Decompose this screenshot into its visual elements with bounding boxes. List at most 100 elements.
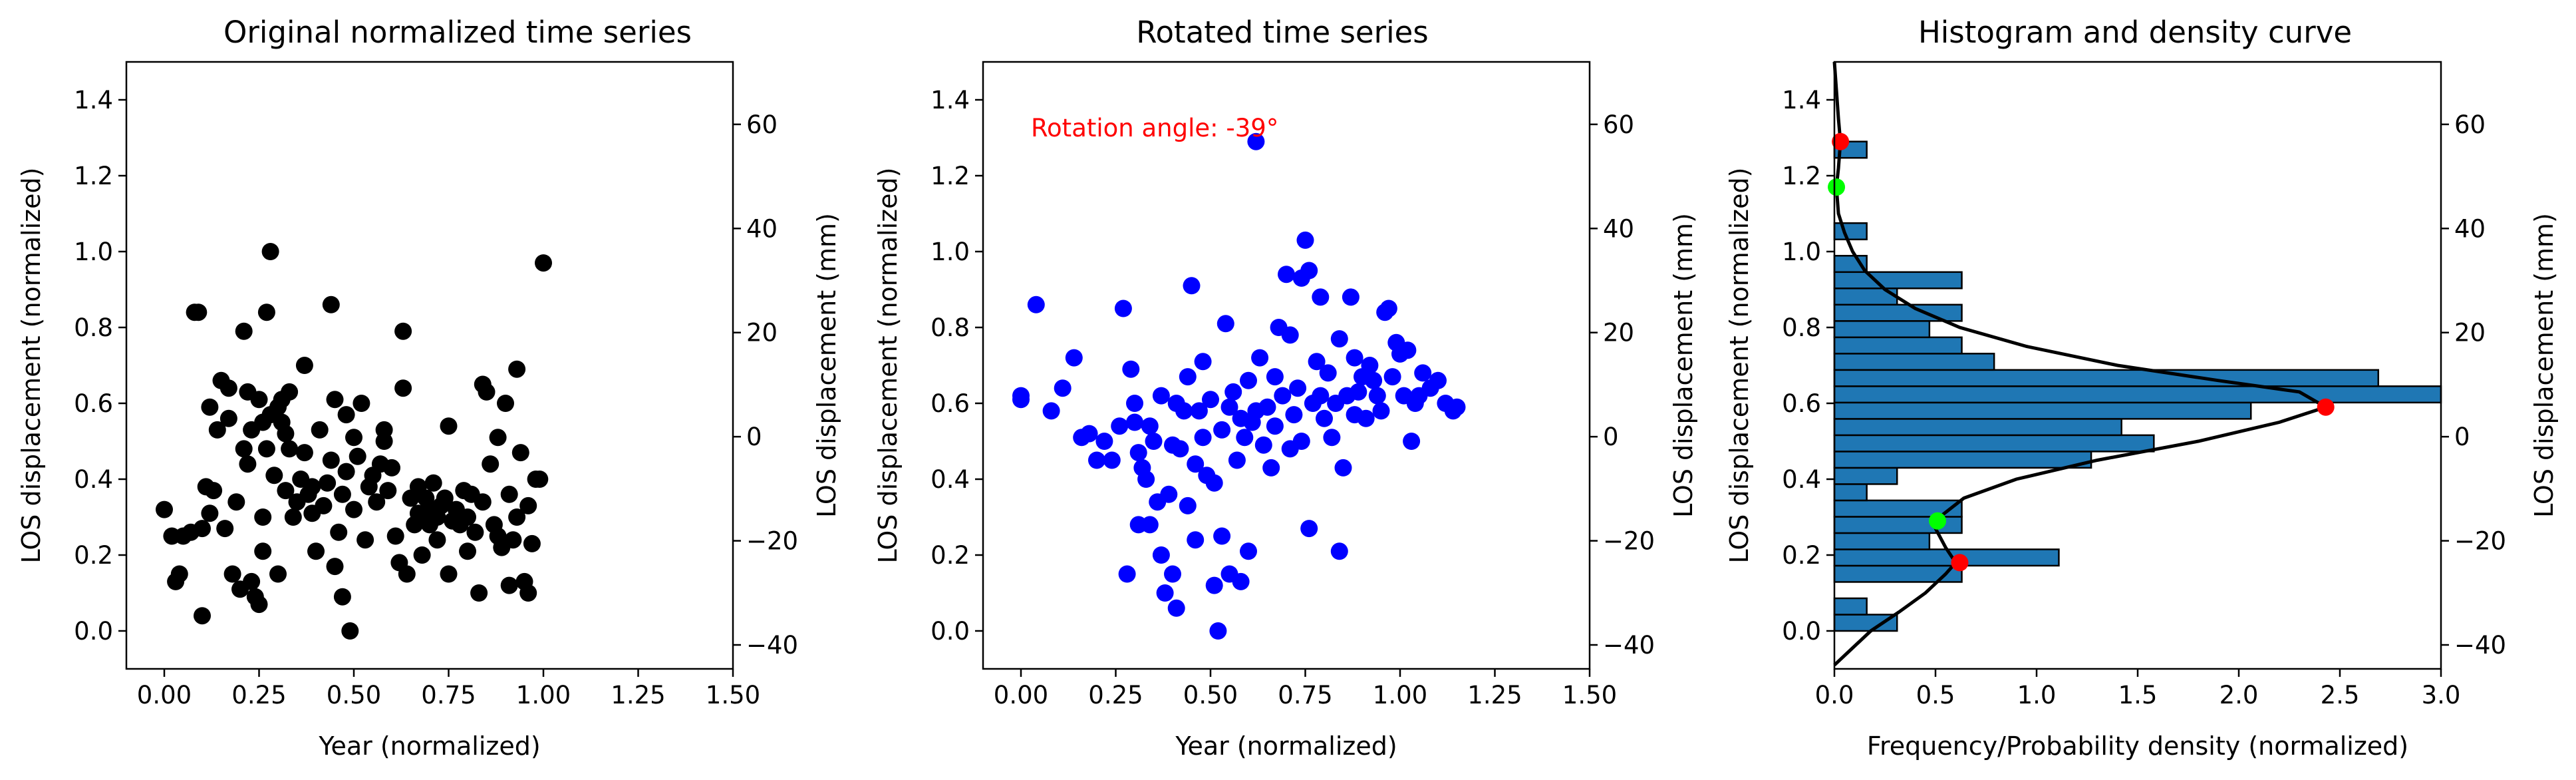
y-tick-label: 0.6	[930, 389, 970, 418]
scatter-point	[1126, 395, 1143, 412]
panel-title: Histogram and density curve	[1918, 15, 2352, 50]
scatter-point	[519, 584, 537, 602]
scatter-point	[250, 391, 268, 409]
scatter-point	[531, 471, 549, 488]
scatter-point	[1179, 368, 1197, 386]
scatter-point	[386, 527, 404, 545]
scatter-point	[1228, 451, 1246, 469]
scatter-point	[190, 303, 208, 321]
y-tick-label: 0.8	[74, 313, 113, 342]
scatter-point	[1274, 387, 1292, 405]
panel-title: Rotated time series	[1136, 15, 1428, 50]
y-axis-label-left: LOS displacement (normalized)	[873, 168, 903, 564]
scatter-point	[1152, 546, 1170, 564]
scatter-point	[1141, 516, 1159, 534]
scatter-point	[1312, 387, 1330, 405]
y-right-tick-label: −40	[746, 631, 798, 660]
scatter-point	[243, 572, 261, 590]
scatter-point	[315, 496, 333, 514]
scatter-point	[326, 391, 344, 409]
scatter-point	[1330, 542, 1348, 560]
scatter-point	[1194, 429, 1212, 447]
scatter-point	[1065, 349, 1083, 367]
y-tick-label: 1.0	[74, 238, 113, 266]
x-tick-label: 0.50	[327, 681, 381, 709]
scatter-point	[368, 493, 386, 511]
x-tick-label: 0.50	[1183, 681, 1238, 709]
y-tick-label: 0.6	[1782, 389, 1821, 418]
scatter-point	[497, 395, 514, 412]
scatter-point	[227, 493, 245, 511]
x-tick-label: 0.00	[994, 681, 1048, 709]
scatter-point	[398, 565, 416, 583]
y-axis-left: 0.0 0.2 0.4 0.6 0.8 1.0 1.2 1.4	[74, 86, 126, 646]
scatter-point	[277, 425, 295, 443]
scatter-point	[1175, 402, 1193, 420]
scatter-point	[1346, 349, 1363, 367]
curve-marker	[1951, 554, 1969, 572]
curve-markers	[1828, 132, 2335, 572]
y-right-tick-label: 60	[2454, 110, 2486, 139]
scatter-point	[219, 409, 237, 427]
scatter-point	[1171, 440, 1189, 458]
scatter-point	[254, 542, 272, 560]
scatter-point	[1137, 471, 1155, 488]
y-tick-label: 1.4	[930, 86, 970, 114]
scatter-point	[436, 489, 454, 507]
scatter-point	[1220, 398, 1238, 416]
scatter-point	[1183, 277, 1201, 295]
scatter-point	[1334, 459, 1352, 477]
scatter-point	[333, 485, 351, 503]
y-right-tick-label: 20	[746, 319, 778, 347]
scatter-point	[1361, 357, 1379, 374]
scatter-point	[375, 433, 393, 450]
scatter-point	[353, 395, 370, 412]
scatter-point	[1281, 326, 1299, 344]
scatter-point	[281, 440, 299, 458]
histogram-bar	[1833, 271, 1963, 290]
scatter-point	[1258, 398, 1276, 416]
rotation-angle-annotation: Rotation angle: -39°	[1031, 114, 1278, 142]
x-axis: 0.00 0.25 0.50 0.75 1.00 1.25 1.50	[994, 669, 1617, 709]
histogram-bars	[1833, 140, 2442, 632]
scatter-point	[1122, 360, 1140, 378]
scatter-point	[345, 500, 362, 518]
x-tick-label: 3.0	[2422, 681, 2461, 709]
y-axis-right: −40 −20 0 20 40 60	[2441, 110, 2506, 660]
scatter-point	[1266, 368, 1284, 386]
histogram-bar	[1833, 564, 1963, 583]
scatter-point	[284, 508, 302, 526]
scatter-point	[1095, 433, 1113, 450]
x-tick-label: 1.50	[706, 681, 760, 709]
scatter-point	[357, 531, 374, 549]
panel-original: Original normalized time series 0.00 0.25…	[17, 15, 841, 761]
scatter-point	[239, 455, 257, 473]
histogram-bar	[1833, 353, 1995, 371]
y-right-tick-label: 0	[1603, 423, 1619, 451]
scatter-point	[295, 357, 313, 374]
scatter-point	[1399, 341, 1417, 359]
scatter-point	[519, 496, 537, 514]
scatter-point	[269, 565, 287, 583]
y-right-tick-label: −40	[2454, 631, 2506, 660]
y-axis-label-left: LOS displacement (normalized)	[1725, 168, 1754, 564]
y-tick-label: 0.0	[74, 617, 113, 646]
y-tick-label: 0.8	[1782, 313, 1821, 342]
scatter-point	[1088, 451, 1105, 469]
y-right-tick-label: −40	[1603, 631, 1655, 660]
panel-rotated: Rotated time series 0.00 0.25 0.50 0.75 1.00…	[873, 15, 1698, 761]
density-curve	[1832, 61, 2330, 667]
y-right-tick-label: 40	[1603, 214, 1634, 243]
scatter-point	[1368, 387, 1386, 405]
scatter-point	[482, 455, 500, 473]
histogram-bar	[1833, 222, 1868, 241]
y-right-tick-label: −20	[746, 527, 798, 556]
x-tick-label: 1.5	[2118, 681, 2158, 709]
scatter-point	[194, 607, 211, 625]
y-tick-label: 0.2	[74, 541, 113, 570]
scatter-point	[326, 558, 344, 576]
scatter-point	[1429, 371, 1447, 389]
scatter-point	[474, 493, 492, 511]
y-tick-label: 1.4	[74, 86, 113, 114]
scatter-point	[341, 622, 359, 640]
